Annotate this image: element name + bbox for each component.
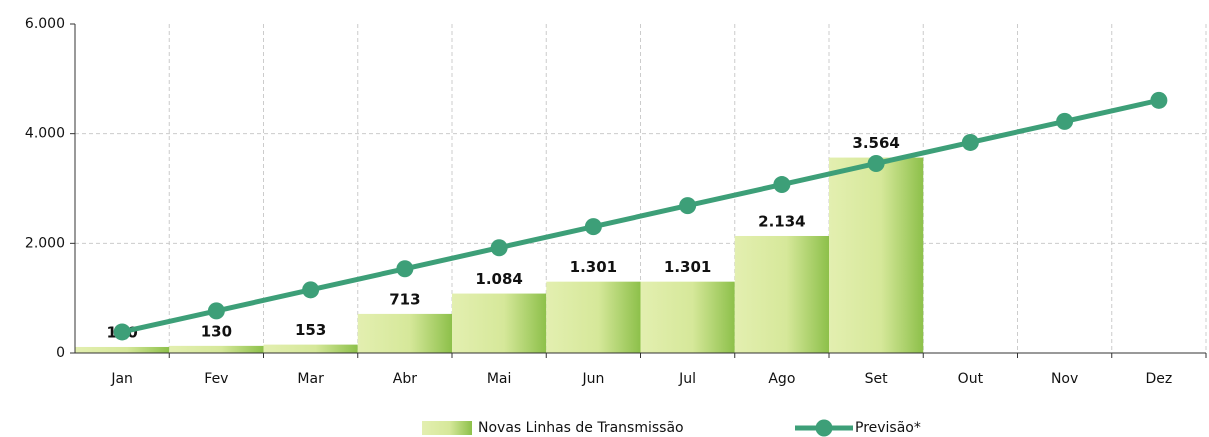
bar <box>829 157 924 353</box>
y-tick-label: 2.000 <box>25 235 65 251</box>
point <box>113 323 131 341</box>
bar <box>75 346 170 353</box>
bar <box>357 313 452 353</box>
y-tick-label: 4.000 <box>25 126 65 142</box>
x-tick-label: Jun <box>581 371 604 387</box>
line <box>121 97 1160 335</box>
point <box>961 133 979 151</box>
point <box>773 176 791 194</box>
point <box>1150 91 1168 109</box>
x-tick-label: Set <box>865 371 889 387</box>
point <box>584 218 602 236</box>
x-tick-label: Jan <box>110 371 133 387</box>
x-tick-label: Out <box>958 371 984 387</box>
x-tick-label: Nov <box>1051 371 1078 387</box>
point <box>867 154 885 172</box>
y-tick-label: 6.000 <box>25 16 65 32</box>
value-label: 1.301 <box>570 258 617 276</box>
point <box>679 197 697 215</box>
legend-label: Previsão* <box>855 420 921 436</box>
point <box>207 302 225 320</box>
y-tick-label: 0 <box>56 345 65 361</box>
legend-label: Novas Linhas de Transmissão <box>478 420 684 436</box>
value-label: 153 <box>295 321 326 339</box>
bar <box>734 235 829 353</box>
value-label: 2.134 <box>758 212 805 230</box>
x-tick-label: Jul <box>678 371 696 387</box>
legend-swatch <box>815 419 833 437</box>
point <box>302 281 320 299</box>
point <box>490 239 508 257</box>
value-label: 130 <box>201 322 232 340</box>
value-label: 713 <box>389 290 420 308</box>
bar <box>452 293 547 353</box>
bar <box>169 345 264 353</box>
point <box>396 260 414 278</box>
bar <box>640 281 735 353</box>
x-tick-label: Mai <box>487 371 512 387</box>
bar <box>546 281 641 353</box>
point <box>1056 112 1074 130</box>
x-tick-label: Dez <box>1146 371 1173 387</box>
value-label: 1.084 <box>475 270 522 288</box>
x-tick-label: Abr <box>393 371 417 387</box>
legend-swatch <box>422 421 472 435</box>
x-tick-label: Fev <box>204 371 228 387</box>
x-tick-label: Mar <box>297 371 324 387</box>
value-label: 1.301 <box>664 258 711 276</box>
value-label: 3.564 <box>852 134 899 152</box>
x-tick-label: Ago <box>768 371 795 387</box>
bar <box>263 344 358 353</box>
